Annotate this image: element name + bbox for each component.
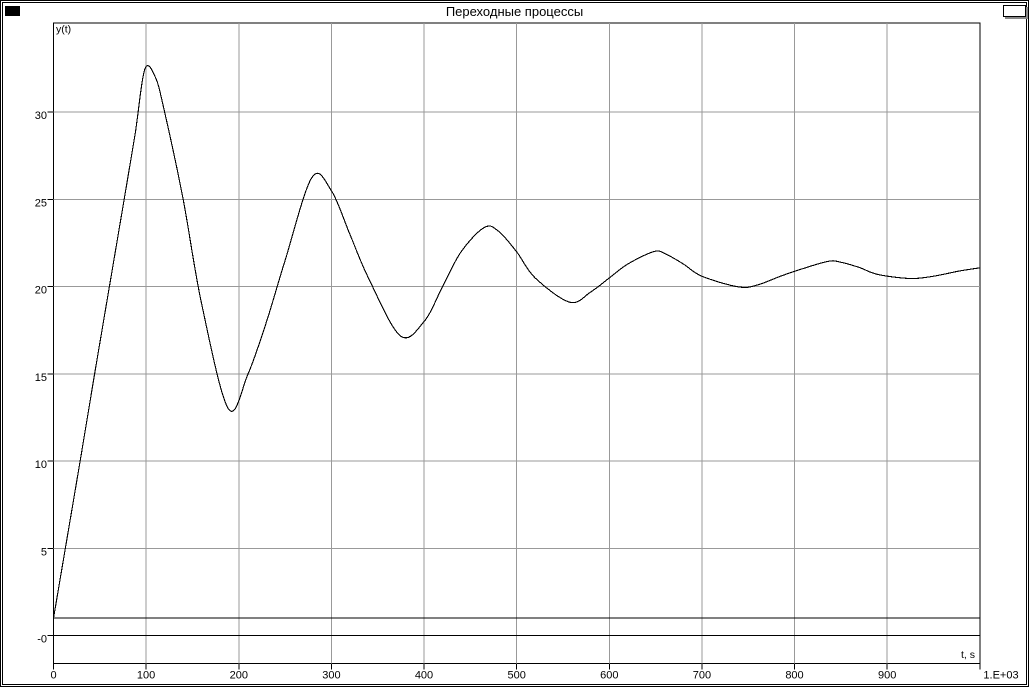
svg-text:0: 0 bbox=[50, 670, 56, 682]
svg-text:1.E+03: 1.E+03 bbox=[983, 670, 1018, 682]
svg-text:500: 500 bbox=[508, 670, 526, 682]
svg-text:30: 30 bbox=[35, 110, 47, 122]
svg-text:100: 100 bbox=[137, 670, 155, 682]
svg-text:-0: -0 bbox=[37, 634, 47, 646]
svg-text:600: 600 bbox=[600, 670, 618, 682]
svg-text:t, s: t, s bbox=[961, 649, 975, 661]
svg-text:800: 800 bbox=[785, 670, 803, 682]
svg-text:20: 20 bbox=[35, 285, 47, 297]
svg-text:200: 200 bbox=[230, 670, 248, 682]
svg-text:10: 10 bbox=[35, 459, 47, 471]
svg-text:15: 15 bbox=[35, 372, 47, 384]
svg-text:y(t): y(t) bbox=[56, 24, 71, 36]
svg-text:700: 700 bbox=[693, 670, 711, 682]
svg-text:300: 300 bbox=[322, 670, 340, 682]
svg-text:900: 900 bbox=[878, 670, 896, 682]
svg-text:5: 5 bbox=[41, 546, 47, 558]
svg-text:25: 25 bbox=[35, 197, 47, 209]
svg-text:400: 400 bbox=[415, 670, 433, 682]
